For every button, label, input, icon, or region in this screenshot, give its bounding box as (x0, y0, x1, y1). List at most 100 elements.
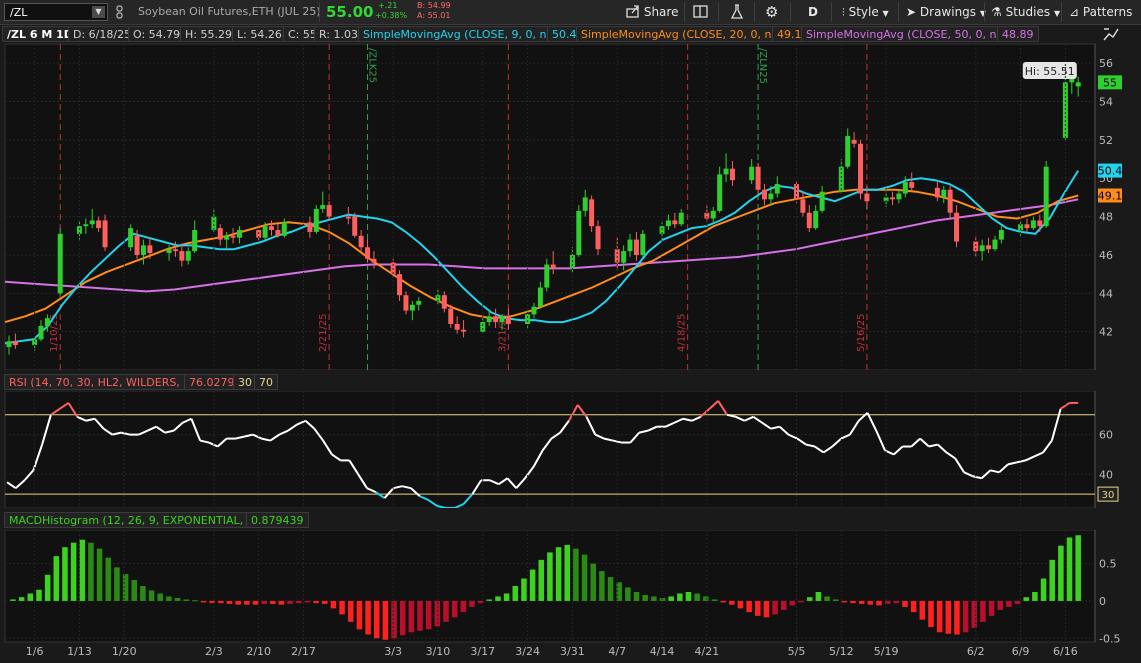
drawings-button[interactable]: ➤ Drawings ▼ (906, 3, 986, 21)
macd-bar (997, 600, 1004, 610)
macd-bar (192, 600, 198, 602)
macd-bar (373, 600, 380, 639)
candle-body (947, 189, 953, 213)
rsi-segment (366, 487, 377, 494)
sma9-label[interactable]: SimpleMovingAvg (CLOSE, 9, 0, no) (358, 26, 563, 42)
candle-body (268, 226, 274, 231)
candle-body (1043, 166, 1049, 227)
rsi-segment (383, 487, 395, 499)
macd-bar (832, 599, 839, 601)
x-tick-label: 5/12 (829, 645, 854, 658)
macd-bar (789, 600, 796, 606)
symbol-input[interactable]: /ZL ▼ (4, 3, 108, 21)
macd-bar (365, 600, 371, 635)
macd-bar (1058, 545, 1064, 601)
chevron-down-icon[interactable]: ▼ (92, 6, 105, 18)
rsi-segment (304, 420, 315, 430)
macd-bar (954, 600, 960, 635)
divider (718, 2, 719, 22)
candle-body (44, 318, 50, 326)
candle-body (627, 239, 633, 252)
date-readout: D: 6/18/25 (68, 26, 137, 42)
divider (319, 2, 320, 22)
rsi-segment (699, 408, 711, 418)
candle-body (1075, 82, 1081, 87)
patterns-button[interactable]: ⊿ Patterns (1069, 3, 1132, 21)
rsi-segment (945, 451, 956, 460)
autoscale-icon[interactable] (1103, 26, 1119, 42)
macd-bar (651, 596, 657, 601)
x-tick-label: 2/10 (246, 645, 271, 658)
candle-body (582, 197, 588, 211)
candle-body (544, 264, 550, 288)
candle-body (256, 230, 262, 238)
rsi-segment (471, 479, 482, 495)
macd-value: 0.879439 (246, 512, 309, 528)
macd-bar (417, 600, 423, 631)
divider (898, 2, 899, 22)
sma20-line (4, 188, 1079, 324)
link-icon[interactable] (116, 5, 124, 19)
compare-icon[interactable] (693, 5, 709, 19)
rsi-segment (831, 437, 842, 448)
candle-body (409, 304, 415, 311)
x-tick-label: 3/24 (515, 645, 540, 658)
sma50-label[interactable]: SimpleMovingAvg (CLOSE, 50, 0, no) (801, 26, 1013, 42)
rsi-segment (980, 469, 992, 479)
flask-icon[interactable] (730, 4, 744, 20)
chevron-down-icon: ▼ (882, 9, 889, 18)
rsi-title[interactable]: RSI (14, 70, 30, HL2, WILDERS, no) (4, 374, 207, 390)
rsi-segment (67, 402, 79, 418)
x-tick-label: 6/9 (1012, 645, 1030, 658)
rsi-segment (691, 415, 702, 422)
candle-body (313, 208, 319, 232)
style-button[interactable]: ⫶ Style ▼ (842, 3, 889, 21)
rsi-segment (23, 469, 35, 481)
rsi-segment (998, 463, 1009, 474)
rsi-segment (296, 419, 306, 426)
rsi-segment (972, 475, 982, 480)
macd-bar (10, 599, 16, 601)
macd-bar (443, 600, 449, 622)
macd-bar (356, 600, 363, 630)
macd-title[interactable]: MACDHistogram (12, 26, 9, EXPONENTIAL, n… (4, 512, 270, 528)
period-button[interactable]: D (808, 5, 818, 19)
studies-icon: ⚗ (991, 5, 1002, 19)
macd-tick-label: 0 (1099, 595, 1106, 608)
macd-bar (893, 600, 900, 604)
chevron-down-icon: ▼ (979, 9, 987, 18)
last-price-badge-box (1098, 75, 1122, 90)
macd-bar (62, 547, 68, 601)
candle-body (262, 226, 268, 238)
candle-body (672, 220, 678, 225)
price-tick-label: 52 (1099, 134, 1113, 147)
candle-body (230, 235, 236, 238)
share-button[interactable]: Share (626, 3, 678, 21)
macd-bar (529, 569, 536, 601)
candle-body (1024, 224, 1030, 229)
macd-bar (720, 600, 726, 603)
candle-body (665, 220, 671, 227)
price-tick-label: 50 (1099, 172, 1113, 185)
candle-body (416, 300, 422, 305)
gear-icon[interactable]: ⚙ (765, 3, 779, 21)
sma20-label[interactable]: SimpleMovingAvg (CLOSE, 20, 0, no) (576, 26, 788, 42)
rsi-segment (594, 433, 605, 440)
macd-bar (633, 591, 640, 601)
chart-title: /ZL 6 M 1D (2, 26, 78, 42)
rsi-segment (506, 477, 518, 489)
candle-body (1018, 224, 1024, 231)
macd-bar (36, 589, 42, 601)
rsi-segment (182, 417, 192, 424)
studies-button[interactable]: ⚗ Studies ▼ (991, 3, 1060, 21)
macd-bar (919, 600, 926, 620)
sma9-line (4, 170, 1080, 345)
ask-price: A: 55.01 (417, 11, 451, 20)
macd-bar (408, 600, 415, 633)
sma9-badge: 50.4 (1098, 165, 1123, 178)
candle-body (1062, 82, 1068, 138)
rsi-segment (963, 471, 974, 478)
rsi-segment (770, 425, 780, 430)
rsi-segment (788, 433, 798, 440)
